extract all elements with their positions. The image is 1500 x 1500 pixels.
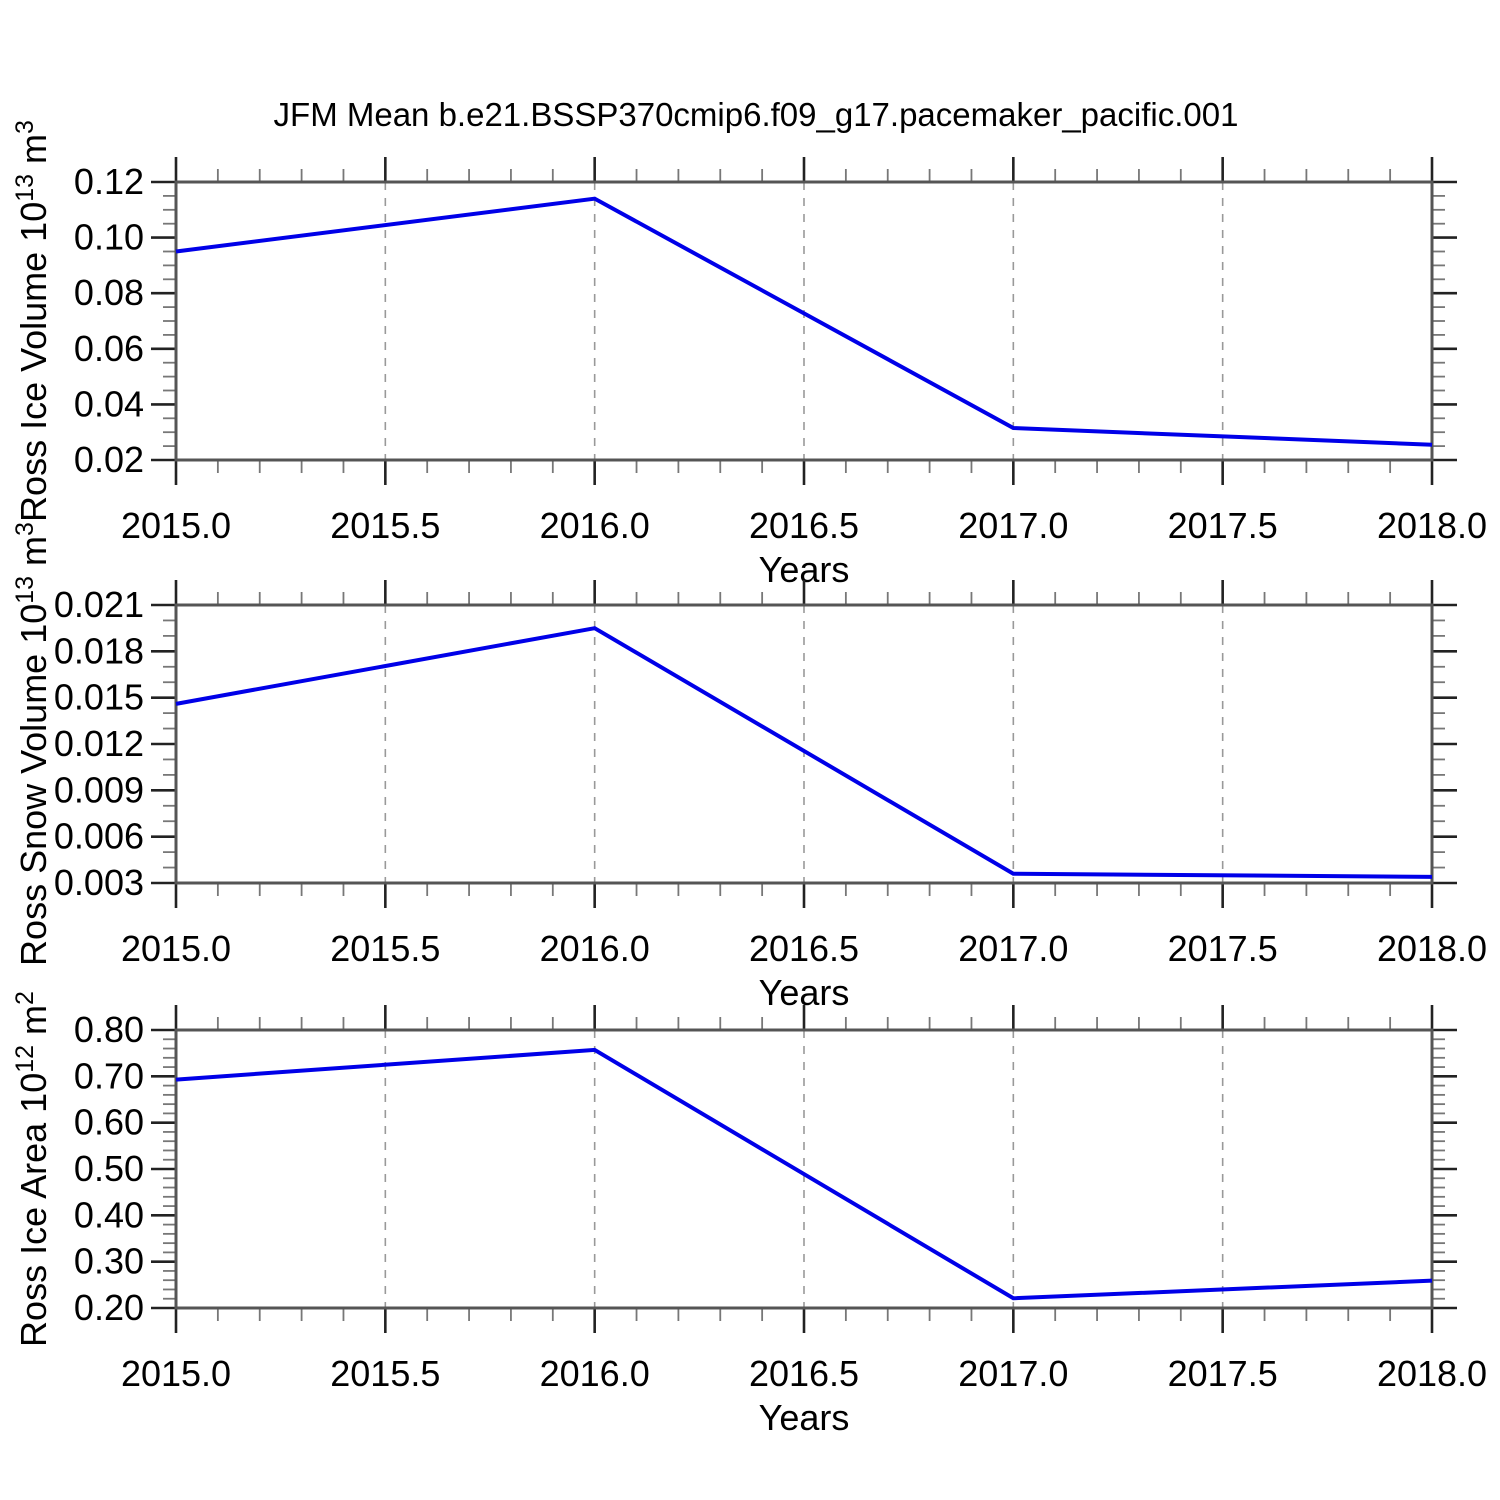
x-tick-label: 2015.5 [330, 505, 440, 546]
y-tick-label: 0.003 [54, 862, 144, 903]
y-tick-label: 0.10 [74, 217, 144, 258]
y-tick-label: 0.40 [74, 1194, 144, 1235]
data-line-ross-snow-volume [175, 626, 1433, 879]
y-tick-label: 0.006 [54, 816, 144, 857]
plot-frame [174, 1028, 1434, 1310]
panel-ross-ice-volume: 2015.0 2015.5 2016.0 2016.5 2017.0 2017.5 2018… [11, 120, 1487, 590]
x-tick-label: 2018.0 [1377, 1353, 1487, 1394]
y-tick-label: 0.015 [54, 677, 144, 718]
y-tick-label: 0.012 [54, 723, 144, 764]
y-tick-label: 0.20 [74, 1287, 144, 1328]
x-tick-label: 2017.5 [1168, 1353, 1278, 1394]
y-tick-label: 0.08 [74, 272, 144, 313]
x-tick-label: 2018.0 [1377, 928, 1487, 969]
x-axis-title: Years [759, 1397, 850, 1438]
x-tick-label: 2016.5 [749, 1353, 859, 1394]
y-tick-label: 0.30 [74, 1241, 144, 1282]
plot-frame [174, 180, 1434, 462]
x-tick-label: 2015.0 [121, 928, 231, 969]
x-tick-label: 2017.5 [1168, 928, 1278, 969]
x-tick-label: 2017.5 [1168, 505, 1278, 546]
panels-group: 2015.0 2015.5 2016.0 2016.5 2017.0 2017.5 2018… [11, 120, 1487, 1438]
plot-frame [174, 603, 1434, 885]
chart-title: JFM Mean b.e21.BSSP370cmip6.f09_g17.pace… [274, 96, 1239, 133]
y-tick-label: 0.80 [74, 1009, 144, 1050]
data-line-ross-ice-area [175, 1047, 1433, 1301]
x-tick-label: 2016.5 [749, 928, 859, 969]
x-tick-label: 2017.0 [958, 505, 1068, 546]
x-tick-label: 2015.5 [330, 1353, 440, 1394]
y-tick-label: 0.02 [74, 439, 144, 480]
x-tick-label: 2016.0 [540, 505, 650, 546]
x-tick-label: 2016.0 [540, 1353, 650, 1394]
panel-ross-snow-volume: 2015.0 2015.5 2016.0 2016.5 2017.0 2017.5 2018… [11, 522, 1487, 1013]
x-tick-label: 2015.0 [121, 1353, 231, 1394]
y-tick-label: 0.018 [54, 630, 144, 671]
data-line-ross-ice-volume [175, 196, 1433, 447]
x-tick-label: 2016.0 [540, 928, 650, 969]
y-tick-label: 0.04 [74, 383, 144, 424]
y-axis-title: Ross Ice Area 1012​ m2​ [11, 991, 54, 1347]
y-axis-title: Ross Snow Volume 1013​ m3​ [11, 522, 54, 966]
x-tick-label: 2017.0 [958, 1353, 1068, 1394]
x-tick-label: 2015.0 [121, 505, 231, 546]
y-tick-label: 0.009 [54, 769, 144, 810]
y-tick-label: 0.12 [74, 161, 144, 202]
y-tick-label: 0.06 [74, 328, 144, 369]
y-axis-title: Ross Ice Volume 1013​ m3​ [11, 120, 54, 522]
y-tick-label: 0.70 [74, 1055, 144, 1096]
y-tick-label: 0.50 [74, 1148, 144, 1189]
y-tick-label: 0.60 [74, 1102, 144, 1143]
panel-ross-ice-area: 2015.0 2015.5 2016.0 2016.5 2017.0 2017.5 2018… [11, 991, 1487, 1438]
x-tick-label: 2018.0 [1377, 505, 1487, 546]
y-tick-label: 0.021 [54, 584, 144, 625]
x-tick-label: 2016.5 [749, 505, 859, 546]
x-tick-label: 2017.0 [958, 928, 1068, 969]
x-tick-label: 2015.5 [330, 928, 440, 969]
